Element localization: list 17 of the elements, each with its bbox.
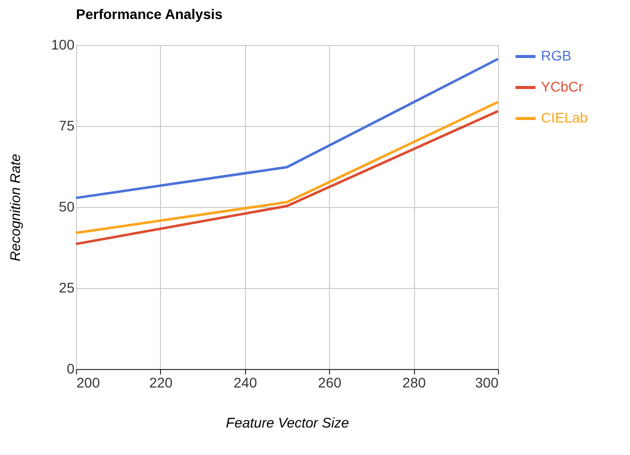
y-tick-label: 100 bbox=[51, 36, 75, 52]
x-tick-label: 200 bbox=[76, 374, 100, 390]
y-tick-label: 0 bbox=[66, 360, 75, 376]
chart-title: Performance Analysis bbox=[76, 6, 223, 22]
y-axis-title: Recognition Rate bbox=[7, 154, 24, 262]
y-tick-label: 25 bbox=[58, 280, 75, 296]
x-tick-label: 280 bbox=[402, 374, 426, 390]
y-tick-label: 50 bbox=[58, 198, 75, 214]
legend-label: CIELab bbox=[541, 110, 588, 126]
x-tick-label: 240 bbox=[234, 374, 258, 390]
x-tick-label: 260 bbox=[318, 374, 342, 390]
y-tick-label: 75 bbox=[58, 118, 75, 134]
x-tick-label: 300 bbox=[475, 374, 499, 390]
x-axis-title: Feature Vector Size bbox=[226, 414, 350, 430]
x-tick-label: 220 bbox=[149, 374, 173, 390]
legend-label: YCbCr bbox=[541, 78, 584, 94]
legend-label: RGB bbox=[541, 48, 572, 64]
